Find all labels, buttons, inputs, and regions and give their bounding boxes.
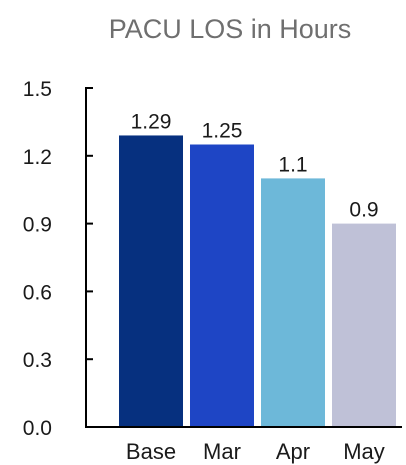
bar-may	[332, 223, 396, 427]
y-tick-label: 1.2	[23, 146, 52, 169]
y-axis: 0.0 0.3 0.6 0.9 1.2 1.5	[23, 78, 93, 440]
y-tick-label: 0.3	[23, 349, 52, 372]
x-tick-label: Apr	[276, 439, 310, 464]
bar-base	[119, 135, 183, 427]
x-tick-label: Mar	[203, 439, 241, 464]
bar-mar	[190, 144, 254, 427]
chart-title: PACU LOS in Hours	[109, 14, 352, 44]
y-tick-label: 0.6	[23, 281, 52, 304]
data-label: 0.9	[349, 199, 378, 222]
y-tick-label: 0.0	[23, 417, 52, 440]
x-tick-label: May	[343, 439, 385, 464]
bars: 1.29 1.25 1.1 0.9	[119, 110, 396, 427]
data-label: 1.1	[278, 153, 307, 176]
x-axis: Base Mar Apr May	[85, 426, 402, 464]
y-tick-label: 1.5	[23, 78, 52, 101]
data-label: 1.25	[202, 120, 243, 143]
bar-apr	[261, 178, 325, 427]
x-tick-label: Base	[126, 439, 176, 464]
data-label: 1.29	[131, 110, 172, 133]
y-tick-label: 0.9	[23, 214, 52, 237]
